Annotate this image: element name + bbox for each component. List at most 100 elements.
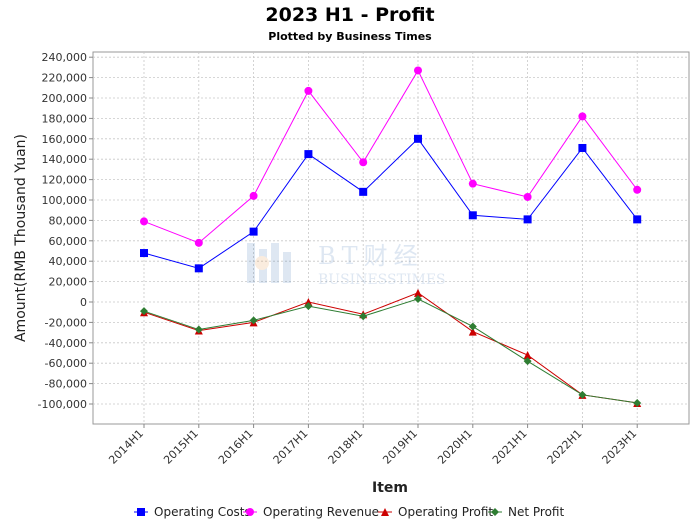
data-point-operating-costs [140, 249, 148, 258]
data-point-operating-revenue [249, 191, 258, 200]
legend-marker [491, 508, 499, 516]
x-tick-label: 2020H1 [435, 427, 475, 467]
y-tick-label: 0 [80, 296, 87, 309]
x-tick-label: 2016H1 [216, 427, 256, 467]
data-point-net-profit [578, 390, 587, 399]
data-point-operating-costs [578, 143, 587, 152]
data-point-operating-revenue [359, 158, 368, 167]
x-tick-label: 2015H1 [161, 427, 201, 467]
y-tick-label: 40,000 [49, 255, 88, 268]
series-line-net-profit [143, 298, 638, 404]
data-point-net-profit [468, 322, 477, 331]
x-tick-label: 2018H1 [326, 427, 366, 467]
series-line-operating-revenue [143, 69, 638, 244]
series-net-profit [140, 294, 642, 407]
legend-item-operating-revenue: Operating Revenue [243, 505, 379, 519]
data-point-operating-costs [468, 211, 477, 220]
data-point-net-profit [523, 357, 532, 366]
legend-item-operating-profit: Operating Profit [378, 505, 493, 519]
y-tick-label: 220,000 [42, 72, 88, 85]
chart-title: 2023 H1 - Profit [265, 4, 434, 26]
watermark-logo-bar-2 [259, 249, 267, 283]
data-point-net-profit [140, 307, 148, 316]
x-axis-title: Item [372, 480, 408, 496]
x-tick-label: 2017H1 [271, 427, 311, 467]
data-point-net-profit [633, 398, 642, 407]
data-point-operating-revenue [194, 238, 203, 247]
plot-area [92, 51, 690, 425]
series-line-operating-profit [143, 292, 638, 404]
gridlines [93, 52, 689, 424]
watermark-logo-bar-4 [283, 252, 291, 283]
y-tick-label: 180,000 [42, 112, 88, 125]
y-tick-label: 80,000 [49, 214, 88, 227]
y-axis-title: Amount(RMB Thousand Yuan) [13, 134, 29, 342]
y-tick-label: -60,000 [45, 357, 87, 370]
y-tick-label: 20,000 [49, 276, 88, 289]
x-tick-label: 2021H1 [490, 427, 530, 467]
data-point-operating-costs [633, 215, 642, 224]
y-axis: -100,000 -80,000 -60,000 -40,000 -20,000 0 20,… [38, 51, 93, 411]
data-point-operating-profit [414, 288, 422, 297]
watermark-sub-text: BUSINESSTIMES [318, 272, 446, 288]
x-tick-label: 2022H1 [545, 427, 585, 467]
data-point-operating-costs [414, 134, 422, 143]
x-tick-label: 2019H1 [380, 427, 420, 467]
watermark-logo-text: BT财经 [318, 242, 424, 270]
data-point-net-profit [359, 312, 368, 321]
data-point-net-profit [249, 316, 258, 325]
legend-item-operating-costs: Operating Costs [134, 505, 251, 519]
y-tick-label: -20,000 [45, 316, 87, 329]
legend-label: Operating Revenue [263, 505, 379, 519]
legend-label: Operating Profit [398, 505, 493, 519]
series-layer [140, 66, 642, 407]
y-tick-label: 120,000 [42, 174, 88, 187]
data-point-operating-revenue [633, 185, 642, 194]
legend: Operating Costs Operating Revenue Operatin… [134, 505, 564, 519]
x-tick-label: 2023H1 [600, 427, 640, 467]
watermark-logo-dot [255, 256, 269, 270]
data-point-net-profit [414, 294, 422, 303]
x-axis: 2014H1 2015H1 2016H1 2017H1 2018H1 2019H1 2020… [106, 424, 639, 467]
watermark: BT财经 BUSINESSTIMES [247, 242, 446, 288]
legend-label: Operating Costs [154, 505, 251, 519]
legend-marker [137, 508, 145, 516]
data-point-operating-profit [523, 351, 532, 360]
y-tick-label: 100,000 [42, 194, 88, 207]
data-point-operating-costs [523, 215, 532, 224]
y-tick-label: 200,000 [42, 92, 88, 105]
y-tick-label: 240,000 [42, 51, 88, 64]
data-point-operating-revenue [578, 112, 587, 121]
chart-subtitle: Plotted by Business Times [268, 30, 432, 43]
watermark-logo-bar-3 [271, 243, 279, 283]
data-point-operating-profit [468, 327, 477, 336]
series-operating-costs [140, 134, 642, 273]
data-point-operating-costs [194, 264, 203, 273]
data-point-operating-revenue [140, 217, 148, 226]
data-point-operating-costs [359, 187, 368, 196]
legend-item-net-profit: Net Profit [488, 505, 564, 519]
data-point-operating-revenue [414, 66, 422, 75]
series-line-operating-costs [143, 138, 638, 269]
y-tick-label: 140,000 [42, 153, 88, 166]
y-tick-label: 60,000 [49, 235, 88, 248]
y-tick-label: -100,000 [38, 398, 87, 411]
data-point-net-profit [304, 302, 313, 311]
watermark-logo-bar-1 [247, 243, 255, 283]
y-tick-label: -40,000 [45, 337, 87, 350]
data-point-operating-profit [304, 298, 313, 306]
data-point-operating-revenue [468, 179, 477, 188]
data-point-net-profit [194, 325, 203, 334]
data-point-operating-revenue [523, 192, 532, 201]
legend-label: Net Profit [508, 505, 564, 519]
data-point-operating-revenue [304, 86, 313, 95]
data-point-operating-costs [304, 150, 313, 159]
legend-marker [381, 508, 389, 516]
y-tick-label: 160,000 [42, 133, 88, 146]
data-point-operating-costs [249, 227, 258, 236]
x-tick-label: 2014H1 [106, 427, 146, 467]
y-tick-label: -80,000 [45, 378, 87, 391]
series-operating-revenue [140, 66, 642, 247]
legend-marker [246, 508, 254, 516]
